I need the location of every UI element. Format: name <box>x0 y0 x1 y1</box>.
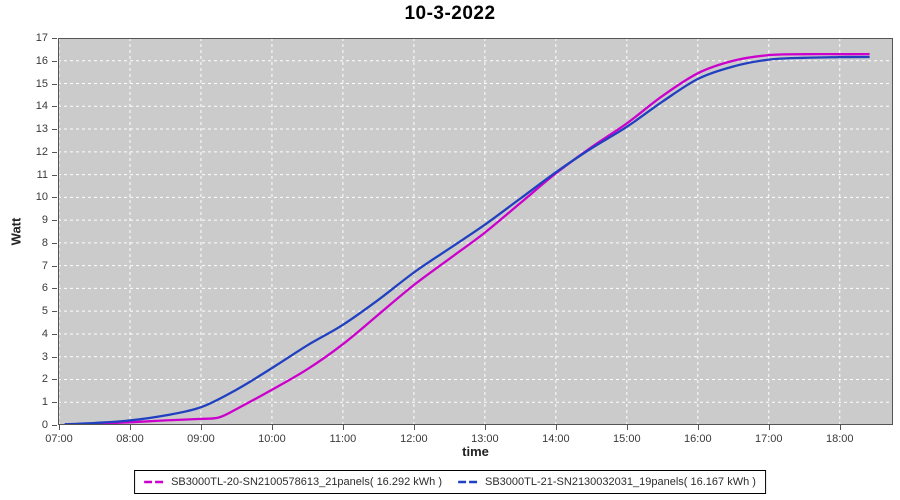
series2-line-marker-icon <box>458 480 480 484</box>
x-tick-mark <box>200 425 202 430</box>
x-tick-mark <box>768 425 770 430</box>
x-tick-label: 11:00 <box>329 433 357 445</box>
x-tick-mark <box>129 425 131 430</box>
x-tick-mark <box>626 425 628 430</box>
y-tick-label: 16 <box>35 54 48 67</box>
y-tick-label: 1 <box>41 396 48 409</box>
y-tick-label: 2 <box>41 373 48 386</box>
y-tick-label: 0 <box>41 419 48 431</box>
x-tick-label: 16:00 <box>684 433 712 445</box>
y-tick-mark <box>52 379 57 381</box>
y-tick-label: 15 <box>35 77 48 90</box>
y-tick-label: 8 <box>41 236 48 249</box>
y-tick-mark <box>52 38 57 39</box>
y-tick-label: 13 <box>35 123 48 136</box>
plot-area <box>58 38 893 425</box>
y-tick-label: 5 <box>41 305 48 318</box>
y-tick-label: 11 <box>36 168 48 181</box>
legend-item: SB3000TL-20-SN2100578613_21panels( 16.29… <box>144 476 442 488</box>
x-tick-mark <box>58 425 60 430</box>
y-tick-label: 17 <box>35 32 48 44</box>
y-tick-mark <box>52 220 57 222</box>
x-tick-label: 17:00 <box>755 433 783 445</box>
x-tick-mark <box>413 425 415 430</box>
series1-line-marker-icon <box>144 480 167 484</box>
y-axis-label: Watt <box>8 217 24 246</box>
y-tick-label: 3 <box>41 350 48 363</box>
y-tick-label: 14 <box>35 100 48 113</box>
y-tick-mark <box>52 311 57 313</box>
x-tick-mark <box>697 425 699 430</box>
x-tick-mark <box>839 425 841 430</box>
y-tick-mark <box>52 402 57 404</box>
x-tick-label: 10:00 <box>258 433 286 445</box>
y-tick-label: 7 <box>41 259 48 272</box>
y-tick-label: 6 <box>41 282 48 295</box>
x-tick-label: 18:00 <box>825 433 854 445</box>
x-tick-label: 09:00 <box>187 433 215 445</box>
y-tick-label: 12 <box>35 145 48 158</box>
y-tick-mark <box>52 333 57 335</box>
x-tick-label: 12:00 <box>400 433 428 445</box>
chart-title: 10-3-2022 <box>404 3 496 24</box>
y-tick-mark <box>52 151 57 153</box>
y-tick-mark <box>52 265 57 267</box>
legend-label-series1: SB3000TL-20-SN2100578613_21panels( 16.29… <box>171 476 442 488</box>
y-tick-label: 9 <box>41 214 48 227</box>
x-tick-label: 15:00 <box>613 433 641 445</box>
x-tick-mark <box>555 425 557 430</box>
y-tick-label: 4 <box>41 327 48 340</box>
y-tick-mark <box>52 425 57 426</box>
y-tick-mark <box>52 356 57 358</box>
y-tick-mark <box>52 288 57 290</box>
y-tick-mark <box>52 197 57 199</box>
x-tick-label: 07:00 <box>45 433 73 445</box>
series-line-2 <box>64 55 870 425</box>
y-tick-mark <box>52 174 57 176</box>
x-tick-mark <box>484 425 486 430</box>
x-tick-label: 08:00 <box>116 433 144 445</box>
x-tick-label: 14:00 <box>542 433 570 445</box>
y-tick-mark <box>52 83 57 85</box>
x-tick-mark <box>342 425 344 430</box>
y-tick-label: 10 <box>35 191 48 204</box>
legend: SB3000TL-20-SN2100578613_21panels( 16.29… <box>134 470 766 494</box>
x-tick-mark <box>271 425 273 430</box>
legend-item: SB3000TL-21-SN2130032031_19panels( 16.16… <box>458 476 756 488</box>
y-tick-mark <box>52 60 57 62</box>
legend-label-series2: SB3000TL-21-SN2130032031_19panels( 16.16… <box>485 476 756 488</box>
y-tick-mark <box>52 106 57 108</box>
y-tick-mark <box>52 129 57 131</box>
x-tick-label: 13:00 <box>471 433 499 445</box>
y-tick-mark <box>52 242 57 244</box>
x-axis-label: time <box>462 444 489 459</box>
series-line-1 <box>64 52 870 425</box>
